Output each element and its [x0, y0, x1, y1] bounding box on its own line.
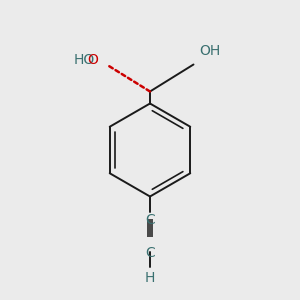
Text: OH: OH	[200, 44, 220, 58]
Text: H: H	[145, 272, 155, 286]
Text: C: C	[145, 213, 155, 227]
Text: C: C	[145, 246, 155, 260]
Text: HO: HO	[74, 53, 94, 67]
Text: O: O	[88, 53, 98, 67]
